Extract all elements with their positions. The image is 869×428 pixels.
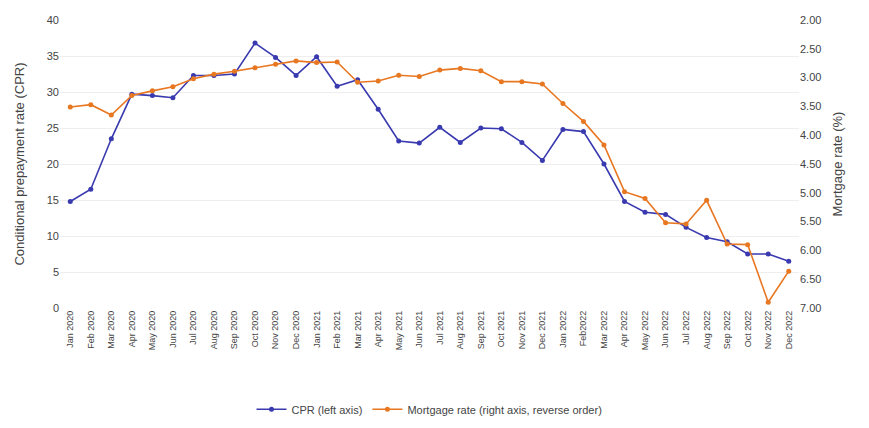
svg-text:3.00: 3.00 xyxy=(800,71,821,83)
svg-text:25: 25 xyxy=(47,122,59,134)
svg-text:Jan 2022: Jan 2022 xyxy=(558,311,568,348)
svg-text:Dec 2021: Dec 2021 xyxy=(537,311,547,350)
svg-text:6.50: 6.50 xyxy=(800,273,821,285)
svg-text:Feb2022: Feb2022 xyxy=(578,311,588,347)
svg-text:Jan 2020: Jan 2020 xyxy=(65,311,75,348)
svg-text:30: 30 xyxy=(47,86,59,98)
svg-text:May 2022: May 2022 xyxy=(640,311,650,351)
svg-text:Feb 2021: Feb 2021 xyxy=(332,311,342,349)
svg-text:3.50: 3.50 xyxy=(800,100,821,112)
svg-text:Jun 2021: Jun 2021 xyxy=(414,311,424,348)
svg-text:4.00: 4.00 xyxy=(800,129,821,141)
svg-text:Aug 2022: Aug 2022 xyxy=(702,311,712,350)
svg-text:Sep 2022: Sep 2022 xyxy=(722,311,732,350)
svg-text:Jun 2022: Jun 2022 xyxy=(660,311,670,348)
svg-text:2.50: 2.50 xyxy=(800,43,821,55)
svg-text:Nov 2022: Nov 2022 xyxy=(763,311,773,350)
svg-text:Sep 2020: Sep 2020 xyxy=(229,311,239,350)
svg-text:Aug 2021: Aug 2021 xyxy=(455,311,465,350)
svg-text:35: 35 xyxy=(47,50,59,62)
svg-text:Jan 2021: Jan 2021 xyxy=(312,311,322,348)
svg-text:Apr 2020: Apr 2020 xyxy=(127,311,137,348)
svg-text:Mortgage rate (right axis, rev: Mortgage rate (right axis, reverse order… xyxy=(407,404,601,416)
svg-text:Dec 2022: Dec 2022 xyxy=(784,311,794,350)
svg-text:Feb 2020: Feb 2020 xyxy=(86,311,96,349)
svg-text:Apr 2021: Apr 2021 xyxy=(373,311,383,348)
svg-text:5.50: 5.50 xyxy=(800,215,821,227)
svg-text:Sep 2021: Sep 2021 xyxy=(476,311,486,350)
svg-text:Jul 2021: Jul 2021 xyxy=(435,311,445,345)
svg-text:Jun 2020: Jun 2020 xyxy=(168,311,178,348)
svg-text:10: 10 xyxy=(47,230,59,242)
svg-text:CPR (left axis): CPR (left axis) xyxy=(292,404,363,416)
svg-text:Mar 2022: Mar 2022 xyxy=(599,311,609,349)
svg-text:7.00: 7.00 xyxy=(800,302,821,314)
svg-text:6.00: 6.00 xyxy=(800,244,821,256)
svg-text:Oct 2020: Oct 2020 xyxy=(250,311,260,348)
svg-text:Apr 2022: Apr 2022 xyxy=(619,311,629,348)
svg-text:May 2021: May 2021 xyxy=(394,311,404,351)
svg-text:20: 20 xyxy=(47,158,59,170)
svg-text:Jul 2020: Jul 2020 xyxy=(188,311,198,345)
svg-text:Oct 2022: Oct 2022 xyxy=(743,311,753,348)
svg-text:5: 5 xyxy=(53,266,59,278)
svg-text:Nov 2020: Nov 2020 xyxy=(270,311,280,350)
svg-text:Mortgage rate (%): Mortgage rate (%) xyxy=(830,112,845,217)
svg-text:Oct 2021: Oct 2021 xyxy=(496,311,506,348)
svg-text:15: 15 xyxy=(47,194,59,206)
svg-text:May 2020: May 2020 xyxy=(147,311,157,351)
svg-text:2.00: 2.00 xyxy=(800,14,821,26)
svg-text:5.00: 5.00 xyxy=(800,187,821,199)
svg-text:Aug 2020: Aug 2020 xyxy=(209,311,219,350)
svg-text:40: 40 xyxy=(47,14,59,26)
svg-text:0: 0 xyxy=(53,302,59,314)
svg-text:Mar 2020: Mar 2020 xyxy=(106,311,116,349)
svg-text:Mar 2021: Mar 2021 xyxy=(353,311,363,349)
svg-text:Dec 2020: Dec 2020 xyxy=(291,311,301,350)
svg-text:Jul 2022: Jul 2022 xyxy=(681,311,691,345)
svg-text:Nov 2021: Nov 2021 xyxy=(517,311,527,350)
svg-text:Conditional prepayment rate (C: Conditional prepayment rate (CPR) xyxy=(12,62,27,265)
svg-text:4.50: 4.50 xyxy=(800,158,821,170)
